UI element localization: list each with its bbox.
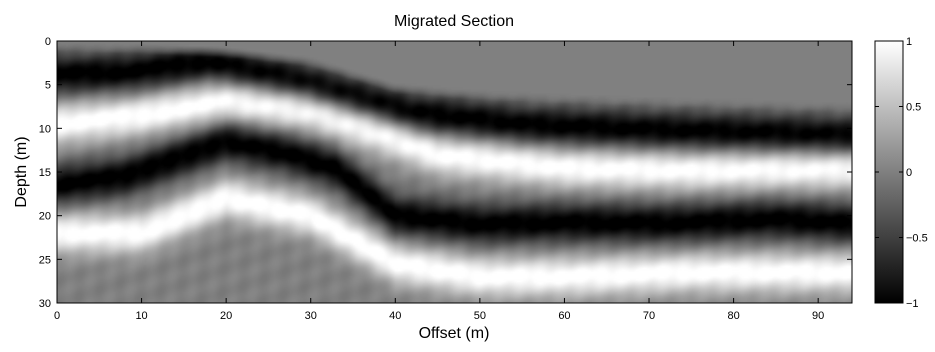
y-tick-label: 15 [39, 167, 51, 179]
colorbar-tick-label: 0.5 [906, 102, 921, 114]
y-axis-ticks: 0 5 10 15 20 25 30 [39, 36, 852, 310]
x-axis-ticks: 0 10 20 30 40 50 60 70 80 90 [54, 41, 824, 322]
colorbar-tick-label: 1 [906, 36, 912, 48]
x-tick-label: 10 [135, 310, 147, 322]
colorbar-tick-label: −0.5 [906, 233, 928, 245]
y-tick-label: 5 [45, 80, 51, 92]
chart-title: Migrated Section [394, 13, 514, 30]
x-tick-label: 70 [643, 310, 655, 322]
x-tick-label: 90 [812, 310, 824, 322]
colorbar-ticks: −1 −0.5 0 0.5 1 [875, 36, 928, 310]
y-tick-label: 20 [39, 211, 51, 223]
x-tick-label: 20 [220, 310, 232, 322]
y-tick-label: 25 [39, 254, 51, 266]
x-tick-label: 30 [305, 310, 317, 322]
x-tick-label: 40 [389, 310, 401, 322]
y-tick-label: 30 [39, 298, 51, 310]
colorbar-tick-label: 0 [906, 167, 912, 179]
x-tick-label: 50 [474, 310, 486, 322]
x-tick-label: 80 [727, 310, 739, 322]
heatmap-image [57, 41, 852, 303]
x-tick-label: 60 [558, 310, 570, 322]
y-tick-label: 10 [39, 123, 51, 135]
x-tick-label: 0 [54, 310, 60, 322]
y-axis-label: Depth (m) [13, 136, 30, 207]
colorbar [874, 40, 904, 304]
y-tick-label: 0 [45, 36, 51, 48]
x-axis-label: Offset (m) [419, 325, 490, 342]
colorbar-tick-label: −1 [906, 298, 919, 310]
